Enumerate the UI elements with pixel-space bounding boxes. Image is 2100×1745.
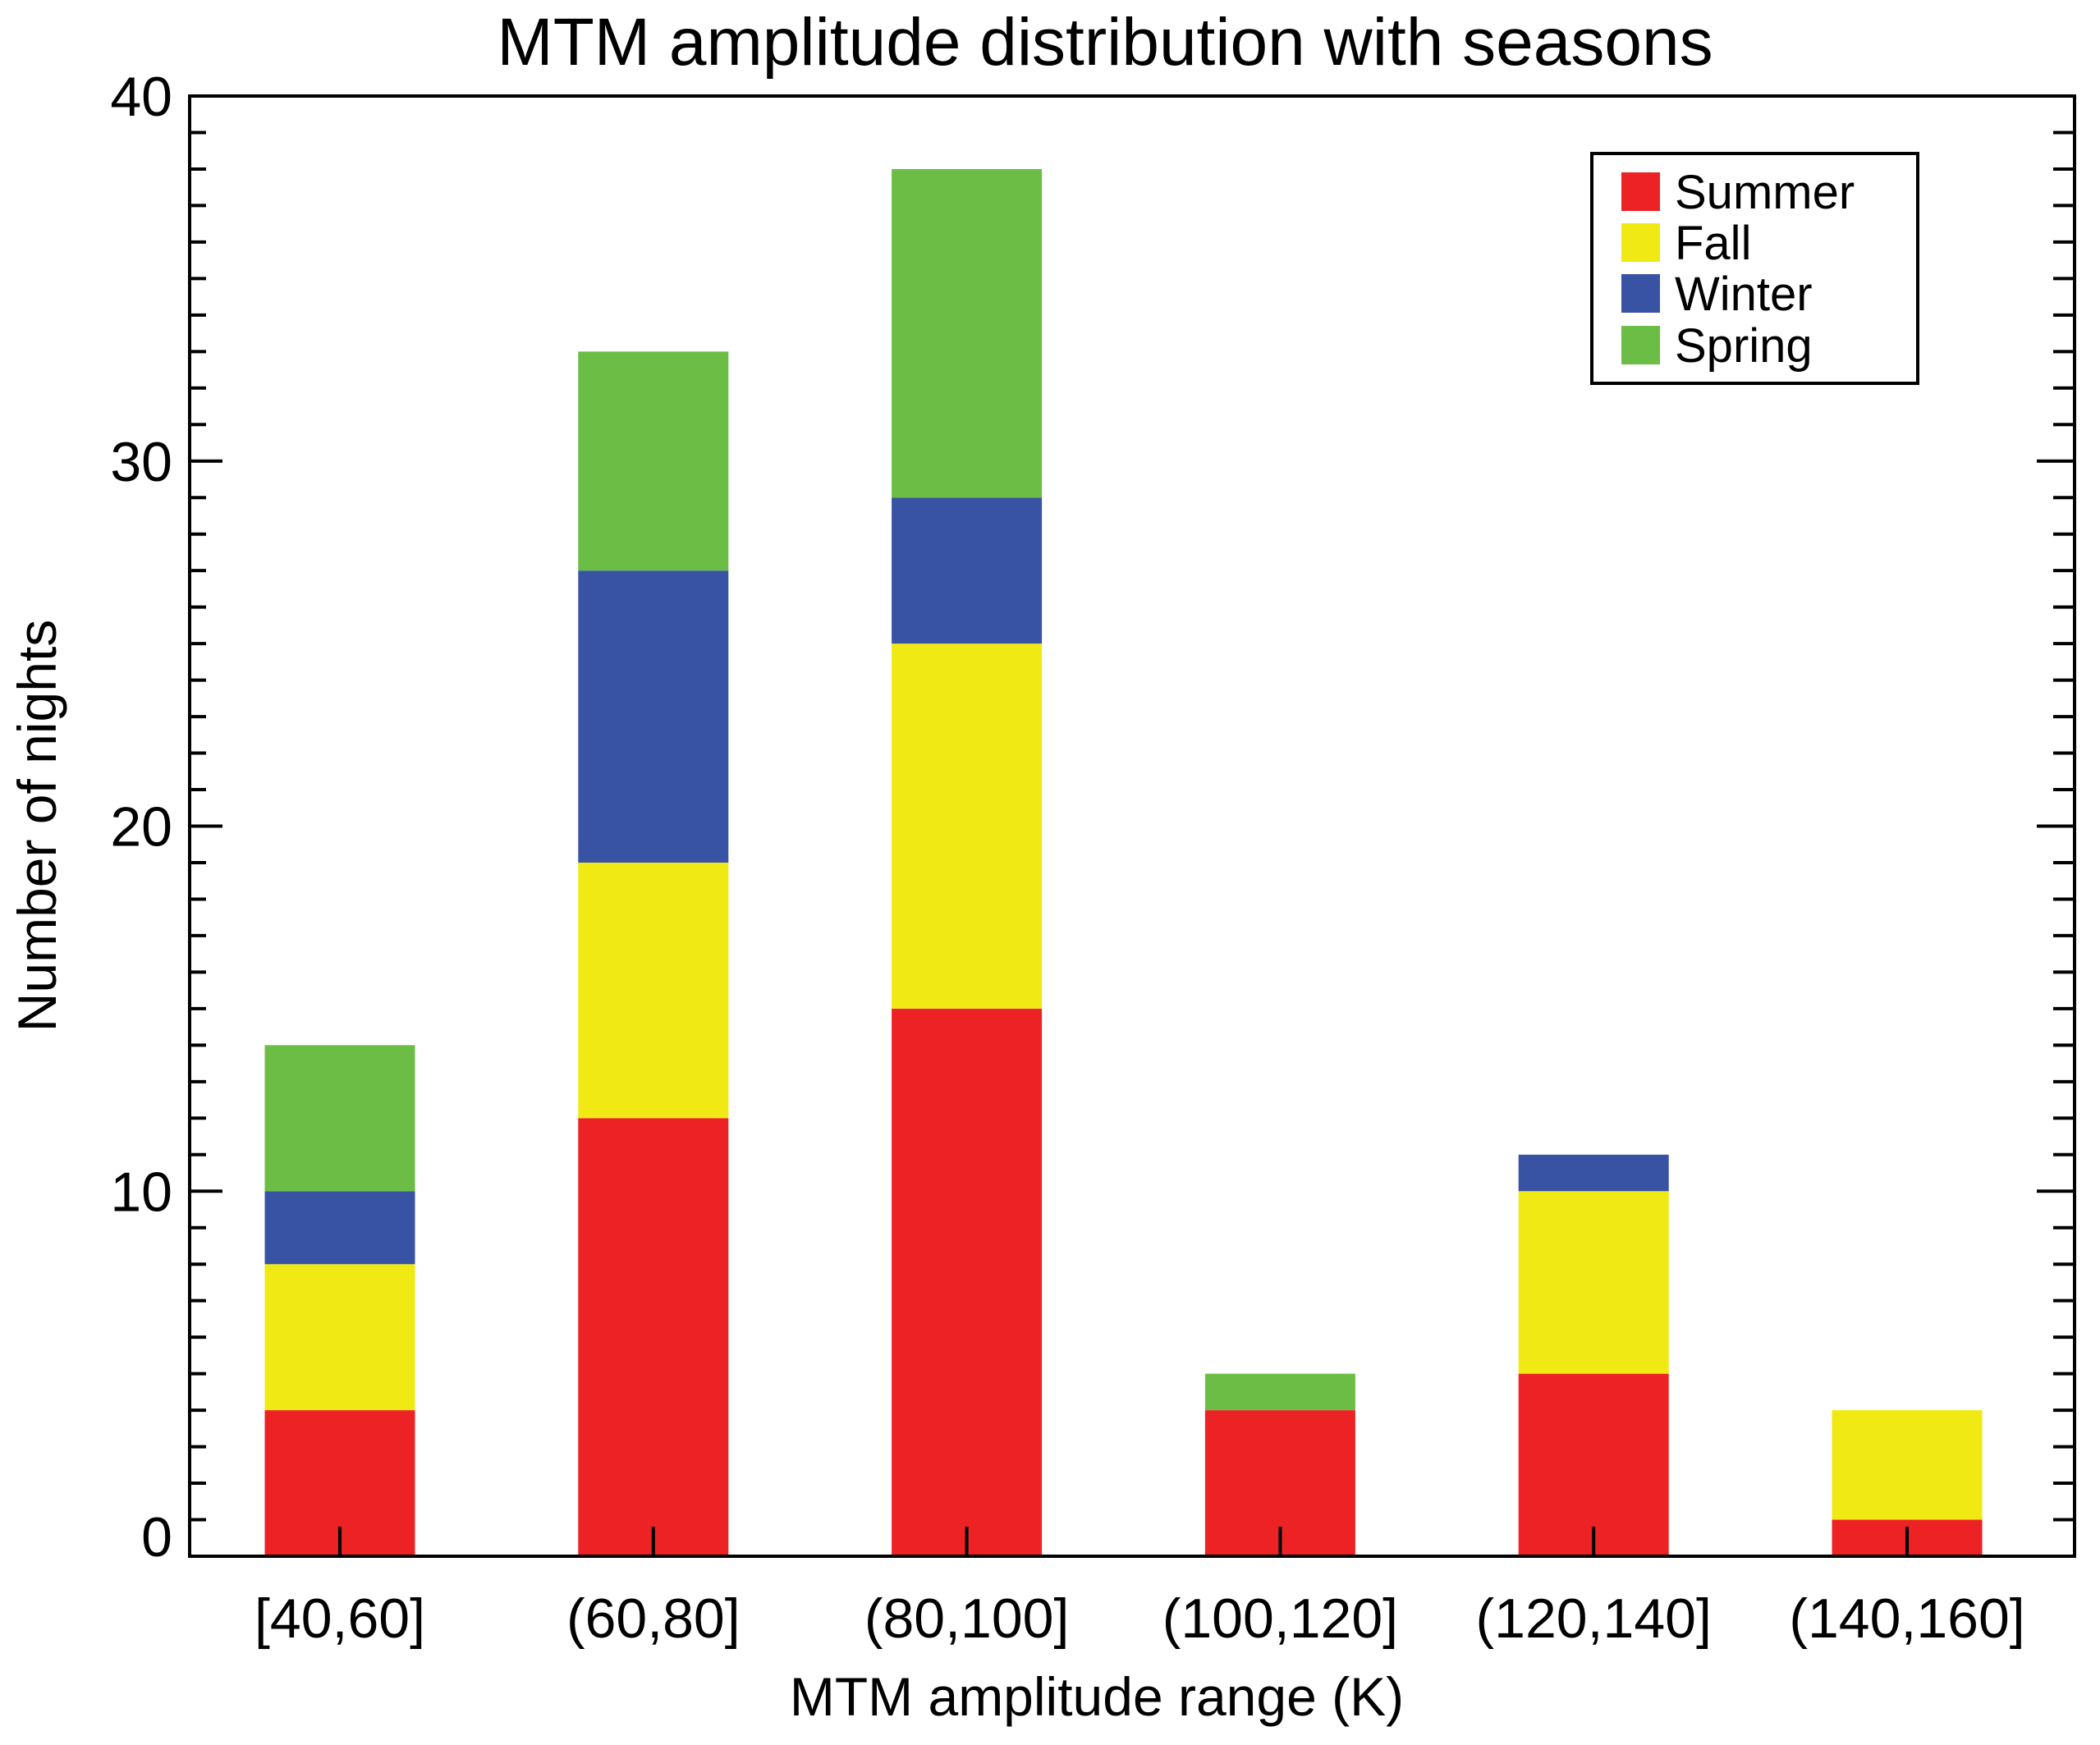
bar-segment-fall-5 — [1832, 1410, 1983, 1520]
bar-segment-fall-4 — [1518, 1191, 1669, 1374]
bar-segment-fall-1 — [578, 862, 729, 1119]
bar-segment-spring-3 — [1204, 1373, 1355, 1411]
bar-segment-summer-2 — [892, 1008, 1043, 1556]
x-tick-label-1: (60,80] — [566, 1587, 741, 1650]
legend-swatch-fall — [1621, 223, 1660, 262]
x-axis-label: MTM amplitude range (K) — [790, 1666, 1404, 1727]
legend-label-fall: Fall — [1675, 217, 1751, 270]
y-tick-label-40: 40 — [110, 66, 172, 128]
bar-segment-spring-1 — [578, 351, 729, 571]
legend-swatch-spring — [1621, 326, 1660, 364]
x-tick-label-4: (120,140] — [1476, 1587, 1712, 1650]
bar-segment-winter-4 — [1518, 1154, 1669, 1192]
x-tick-label-2: (80,100] — [864, 1587, 1070, 1650]
bar-segment-summer-4 — [1518, 1373, 1669, 1556]
y-tick-label-10: 10 — [110, 1161, 172, 1223]
legend-label-summer: Summer — [1675, 166, 1855, 219]
y-tick-label-0: 0 — [141, 1506, 172, 1569]
chart-title: MTM amplitude distribution with seasons — [497, 5, 1713, 80]
legend-swatch-winter — [1621, 274, 1660, 313]
legend-swatch-summer — [1621, 172, 1660, 211]
y-tick-label-30: 30 — [110, 431, 172, 493]
x-ticks-group: [40,60] (60,80] (80,100] (100,120] (120,140]… — [254, 1527, 2025, 1650]
bar-segment-winter-1 — [578, 570, 729, 863]
bar-segment-spring-0 — [264, 1045, 415, 1192]
y-tick-label-20: 20 — [110, 796, 172, 859]
bar-segment-winter-0 — [264, 1191, 415, 1265]
bar-segment-winter-2 — [892, 497, 1043, 644]
legend-label-winter: Winter — [1675, 268, 1813, 321]
x-tick-label-0: [40,60] — [254, 1587, 425, 1650]
y-ticks-group: 0 10 20 30 40 — [110, 66, 2075, 1569]
bar-segment-fall-0 — [264, 1264, 415, 1411]
y-axis-label: Number of nights — [7, 620, 67, 1033]
x-tick-label-5: (140,160] — [1789, 1587, 2024, 1650]
legend-label-spring: Spring — [1675, 319, 1813, 373]
bar-segment-fall-2 — [892, 643, 1043, 1009]
bar-segment-summer-1 — [578, 1118, 729, 1556]
x-tick-label-3: (100,120] — [1162, 1587, 1398, 1650]
bar-segment-spring-2 — [892, 168, 1043, 498]
